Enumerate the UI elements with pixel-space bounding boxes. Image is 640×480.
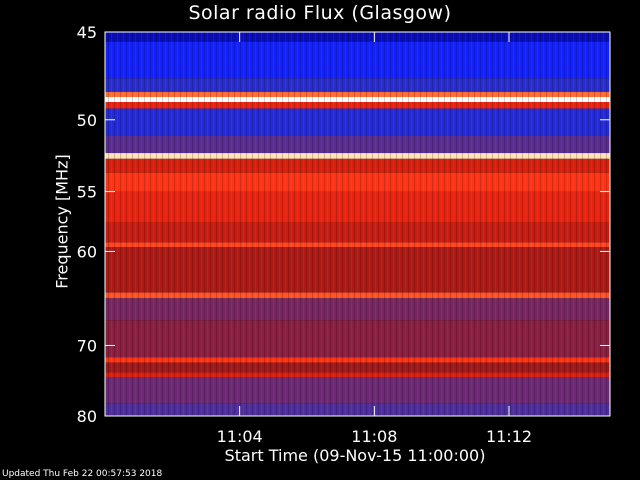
y-tick-label-55: 55: [77, 183, 97, 202]
chart-title: Solar radio Flux (Glasgow): [188, 2, 452, 24]
y-tick-label-50: 50: [77, 111, 97, 130]
x-axis-ticks: 11:04 11:08 11:12: [217, 32, 532, 446]
x-axis-label: Start Time (09-Nov-15 11:00:00): [224, 446, 486, 465]
x-tick-label-11:04: 11:04: [217, 427, 263, 446]
y-tick-label-80: 80: [77, 407, 97, 426]
y-axis-ticks: 45 50 55 60 70 80: [77, 23, 610, 426]
y-tick-label-60: 60: [77, 242, 97, 261]
y-tick-label-70: 70: [77, 336, 97, 355]
streak-overlay: [105, 32, 610, 416]
updated-timestamp: Updated Thu Feb 22 00:57:53 2018: [2, 469, 163, 479]
plot-frame: [104, 31, 611, 417]
x-tick-label-11:08: 11:08: [351, 427, 397, 446]
y-axis-label: Frequency [MHz]: [52, 154, 72, 289]
x-tick-label-11:12: 11:12: [486, 427, 532, 446]
y-tick-label-45: 45: [77, 23, 97, 42]
